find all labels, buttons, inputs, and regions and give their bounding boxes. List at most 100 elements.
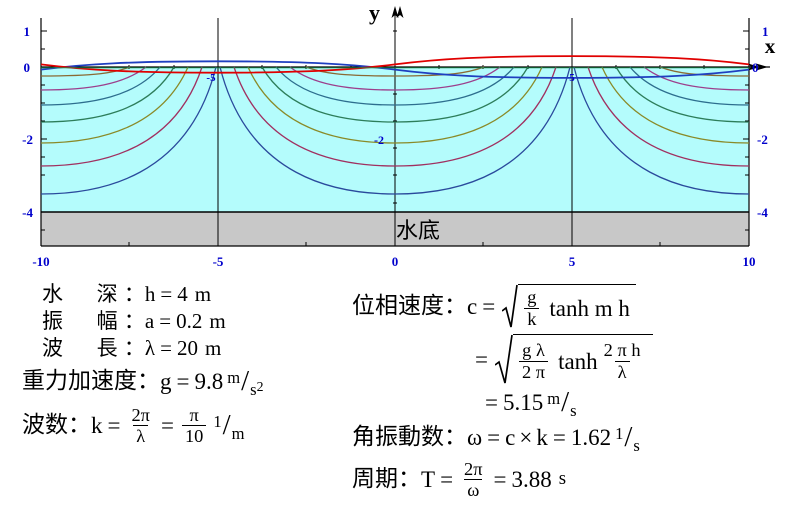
- red-surface-wave: [41, 55, 749, 74]
- result-period-value: 3.88: [511, 466, 552, 492]
- result-period-colon: ：: [398, 465, 421, 492]
- param-amplitude-equals: =: [159, 309, 172, 333]
- param-wavenumber: 波数 ： k = 2π λ = π 10 1/m: [22, 404, 352, 446]
- y-axis-arrow-icon: [391, 6, 404, 18]
- param-wavenumber-fraction-2: π 10: [181, 404, 207, 446]
- param-gravity-colon: ：: [137, 367, 160, 394]
- param-gravity-value: 9.8: [194, 368, 224, 394]
- inner-label-minus5: -5: [206, 72, 216, 84]
- result-period: 周期 ： T = 2π ω = 3.88 s: [352, 458, 799, 500]
- result-angular-frequency-label: 角振動数: [352, 423, 444, 450]
- x-tick-5: 5: [569, 254, 576, 269]
- param-gravity-equals: =: [176, 368, 190, 394]
- result-phase-speed-symbol: c: [467, 293, 478, 319]
- parameter-list: 水 深 ： h = 4 m 振 幅 ： a = 0.2 m 波 長 ： λ: [22, 284, 352, 450]
- phase-speed-radicand-1: g k tanh m h: [518, 284, 636, 328]
- streamline-family-center: [219, 66, 571, 195]
- param-depth-label: 水 深: [42, 282, 124, 306]
- param-amplitude-unit: m: [209, 309, 226, 333]
- chart-svg: 1 0 -2 -4 1 0 -2 -4 -10 -5 0 5 10 -5 5 -…: [22, 0, 776, 269]
- y-axis-label: y: [369, 0, 380, 25]
- result-phase-speed-line3: = 5.15 m/s: [352, 388, 799, 420]
- phase-speed-f3: 2 π h λ: [601, 341, 644, 381]
- result-period-unit: s: [558, 467, 567, 489]
- param-gravity-unit: m/s2: [227, 365, 264, 399]
- result-phase-speed-unit-num: m: [547, 389, 561, 409]
- phase-speed-f1-den: k: [524, 307, 540, 328]
- param-amplitude-colon: ：: [123, 309, 145, 333]
- x-tick-0: 0: [392, 254, 399, 269]
- blue-surface-wave: [41, 60, 749, 79]
- sqrt-icon-2: g λ 2 π tanh 2 π h λ: [494, 334, 653, 384]
- y-tick-left-1: 1: [24, 24, 31, 39]
- result-phase-speed-line2: = g λ 2 π tanh 2 π h λ: [352, 334, 799, 384]
- param-amplitude-value: 0.2: [176, 309, 203, 333]
- param-wavenumber-f2-den: 10: [181, 425, 207, 446]
- phase-speed-f3-den: λ: [614, 360, 630, 381]
- x-tick-minus10: -10: [32, 254, 49, 269]
- result-angular-frequency-equals-2: =: [552, 424, 566, 450]
- phase-speed-tanh-2: tanh: [558, 348, 598, 374]
- x-tick-minus5: -5: [213, 254, 224, 269]
- result-phase-speed-label: 位相速度: [352, 292, 444, 319]
- param-wavenumber-fraction-1: 2π λ: [128, 404, 152, 446]
- param-wavenumber-f1-den: λ: [133, 425, 149, 446]
- result-phase-speed-unit-den: s: [570, 400, 577, 420]
- inner-label-5: 5: [569, 72, 575, 84]
- result-phase-speed-line1: 位相速度 ： c = g k tanh m h: [352, 284, 799, 328]
- result-phase-speed-equals-3: =: [485, 389, 498, 415]
- phase-speed-f2: g λ 2 π: [518, 341, 549, 381]
- result-angular-frequency: 角振動数 ： ω = c × k = 1.62 1/s: [352, 420, 799, 455]
- phase-speed-tanh-1: tanh m h: [549, 295, 630, 321]
- streamline-family-left: [41, 66, 217, 195]
- param-wavenumber-f2-num: π: [189, 404, 199, 425]
- formula-panel: 水 深 ： h = 4 m 振 幅 ： a = 0.2 m 波 長 ： λ: [0, 278, 799, 530]
- param-depth: 水 深 ： h = 4 m: [22, 284, 352, 305]
- result-list: 位相速度 ： c = g k tanh m h: [352, 280, 799, 501]
- param-wavenumber-equals-2: =: [160, 413, 174, 439]
- result-angular-frequency-symbol: ω: [467, 424, 483, 450]
- result-angular-frequency-unit-den: s: [633, 435, 640, 455]
- result-phase-speed-equals-2: =: [475, 346, 488, 372]
- param-amplitude-label: 振 幅: [42, 309, 124, 333]
- param-wavelength-value: 20: [176, 336, 198, 360]
- param-depth-equals: =: [160, 282, 173, 306]
- streamline-family-right: [573, 66, 749, 195]
- param-gravity-symbol: g: [160, 368, 172, 394]
- param-wavenumber-equals: =: [107, 413, 121, 439]
- param-wavenumber-f1-num: 2π: [131, 404, 150, 425]
- result-period-f-den: ω: [464, 478, 483, 499]
- inner-label-minus2: -2: [374, 133, 384, 147]
- param-wavenumber-symbol: k: [91, 413, 103, 439]
- y-tick-left-minus2: -2: [22, 132, 33, 147]
- y-tick-right-1: 1: [762, 24, 769, 39]
- sqrt-icon-1: g k tanh m h: [502, 284, 636, 328]
- phase-speed-f1: g k: [524, 288, 540, 328]
- param-wavenumber-unit: 1/m: [213, 409, 245, 444]
- result-angular-frequency-times: ×: [519, 424, 533, 450]
- param-depth-colon: ：: [123, 282, 145, 306]
- result-period-equals-2: =: [493, 466, 507, 492]
- x-tick-10: 10: [743, 254, 756, 269]
- result-angular-frequency-colon: ：: [444, 423, 467, 450]
- result-period-f-num: 2π: [464, 458, 483, 479]
- param-wavelength-colon: ：: [123, 336, 145, 360]
- result-angular-frequency-value: 1.62: [570, 424, 612, 450]
- param-gravity-unit-exp: 2: [256, 378, 264, 394]
- y-axis-inner-ticks: [393, 30, 397, 204]
- result-angular-frequency-expr-b: k: [536, 424, 548, 450]
- param-depth-value: 4: [177, 282, 188, 306]
- y-tick-right-0: 0: [752, 60, 759, 75]
- wave-field-chart: 1 0 -2 -4 1 0 -2 -4 -10 -5 0 5 10 -5 5 -…: [22, 0, 776, 269]
- phase-speed-f2-den: 2 π: [518, 360, 549, 381]
- param-wavenumber-colon: ：: [68, 412, 91, 439]
- param-wavelength: 波 長 ： λ = 20 m: [22, 338, 352, 359]
- seabed-label: 水底: [396, 219, 440, 244]
- result-phase-speed-value: 5.15: [502, 389, 544, 415]
- result-angular-frequency-unit-num: 1: [615, 423, 624, 443]
- param-wavenumber-label: 波数: [22, 412, 68, 439]
- result-phase-speed-colon: ：: [444, 292, 467, 319]
- param-depth-unit: m: [194, 282, 212, 306]
- result-angular-frequency-unit: 1/s: [615, 420, 640, 455]
